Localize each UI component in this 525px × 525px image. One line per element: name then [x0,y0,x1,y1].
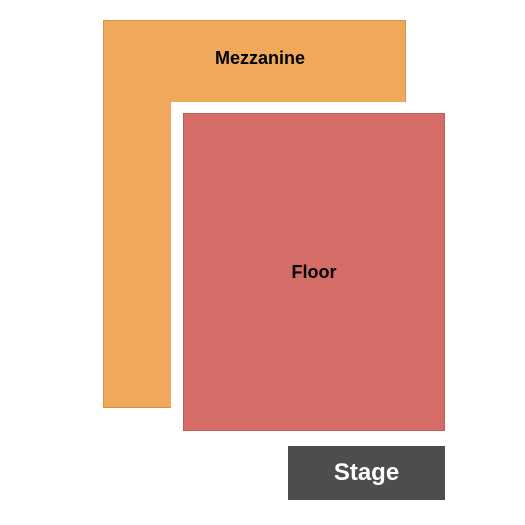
stage-section[interactable]: Stage [288,446,445,500]
mezzanine-label: Mezzanine [215,48,305,69]
floor-label: Floor [292,262,337,283]
stage-label: Stage [334,459,399,487]
floor-section[interactable]: Floor [183,113,445,431]
